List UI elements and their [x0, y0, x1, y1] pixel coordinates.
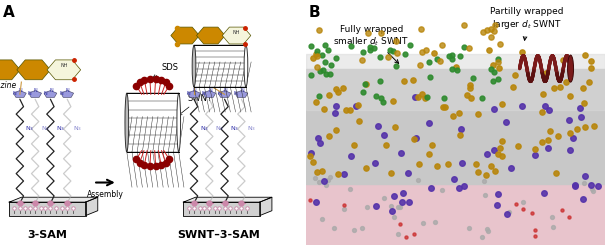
- Text: NH: NH: [233, 30, 240, 35]
- Text: B: B: [309, 5, 320, 20]
- Polygon shape: [183, 197, 272, 202]
- Text: N$_3$: N$_3$: [230, 124, 239, 133]
- Text: N: N: [28, 91, 31, 96]
- Text: N: N: [186, 91, 191, 96]
- Text: NH: NH: [60, 63, 68, 68]
- Polygon shape: [17, 60, 50, 80]
- Polygon shape: [9, 197, 98, 202]
- Text: N: N: [43, 91, 47, 96]
- Text: N: N: [193, 88, 197, 93]
- Polygon shape: [218, 91, 231, 97]
- Polygon shape: [47, 60, 80, 80]
- Polygon shape: [61, 91, 74, 97]
- Polygon shape: [222, 27, 251, 44]
- Polygon shape: [127, 93, 178, 152]
- Ellipse shape: [244, 45, 248, 87]
- Polygon shape: [203, 91, 215, 97]
- Polygon shape: [235, 91, 248, 97]
- Text: N: N: [66, 88, 70, 93]
- Text: N: N: [60, 91, 64, 96]
- Text: N$_3$: N$_3$: [215, 124, 224, 133]
- Polygon shape: [29, 91, 42, 97]
- Text: Assembly: Assembly: [87, 190, 124, 199]
- Text: Partilly wrapped
larger $d_t$ SWNT: Partilly wrapped larger $d_t$ SWNT: [491, 7, 564, 40]
- Text: N$_3$: N$_3$: [41, 124, 50, 133]
- Ellipse shape: [177, 93, 180, 152]
- Text: N: N: [13, 91, 16, 96]
- Text: A: A: [3, 5, 15, 20]
- Polygon shape: [9, 202, 85, 216]
- Polygon shape: [183, 202, 260, 216]
- Text: N: N: [223, 88, 227, 93]
- Polygon shape: [260, 197, 272, 216]
- Polygon shape: [13, 91, 26, 97]
- Text: N: N: [202, 91, 206, 96]
- Polygon shape: [171, 27, 200, 44]
- Text: N$_3$: N$_3$: [247, 124, 256, 133]
- Polygon shape: [306, 172, 605, 245]
- Ellipse shape: [192, 45, 196, 87]
- Text: SWNT: SWNT: [178, 94, 213, 115]
- Text: Fully wrapped
smaller $d_t$ SWNT: Fully wrapped smaller $d_t$ SWNT: [333, 24, 410, 63]
- Polygon shape: [306, 69, 605, 184]
- Text: N: N: [234, 91, 238, 96]
- Text: N: N: [217, 91, 221, 96]
- Text: N$_3$: N$_3$: [73, 124, 82, 133]
- Text: N: N: [240, 88, 244, 93]
- Text: N$_3$: N$_3$: [200, 124, 209, 133]
- Polygon shape: [85, 197, 98, 216]
- Text: SDS: SDS: [153, 63, 179, 78]
- Text: N$_3$: N$_3$: [25, 124, 34, 133]
- Ellipse shape: [567, 55, 574, 82]
- Text: Isoalloxazine: Isoalloxazine: [0, 81, 17, 90]
- Text: SWNT–3-SAM: SWNT–3-SAM: [177, 230, 260, 240]
- Polygon shape: [197, 27, 225, 44]
- Text: N$_3$: N$_3$: [56, 124, 65, 133]
- Text: N: N: [208, 88, 212, 93]
- Polygon shape: [306, 54, 605, 110]
- Text: N: N: [34, 88, 38, 93]
- Ellipse shape: [125, 93, 129, 152]
- Polygon shape: [188, 91, 200, 97]
- Polygon shape: [0, 60, 20, 80]
- Text: N: N: [49, 88, 53, 93]
- Polygon shape: [194, 45, 246, 87]
- Text: 3-SAM: 3-SAM: [27, 230, 67, 240]
- Text: N: N: [19, 88, 22, 93]
- Polygon shape: [44, 91, 57, 97]
